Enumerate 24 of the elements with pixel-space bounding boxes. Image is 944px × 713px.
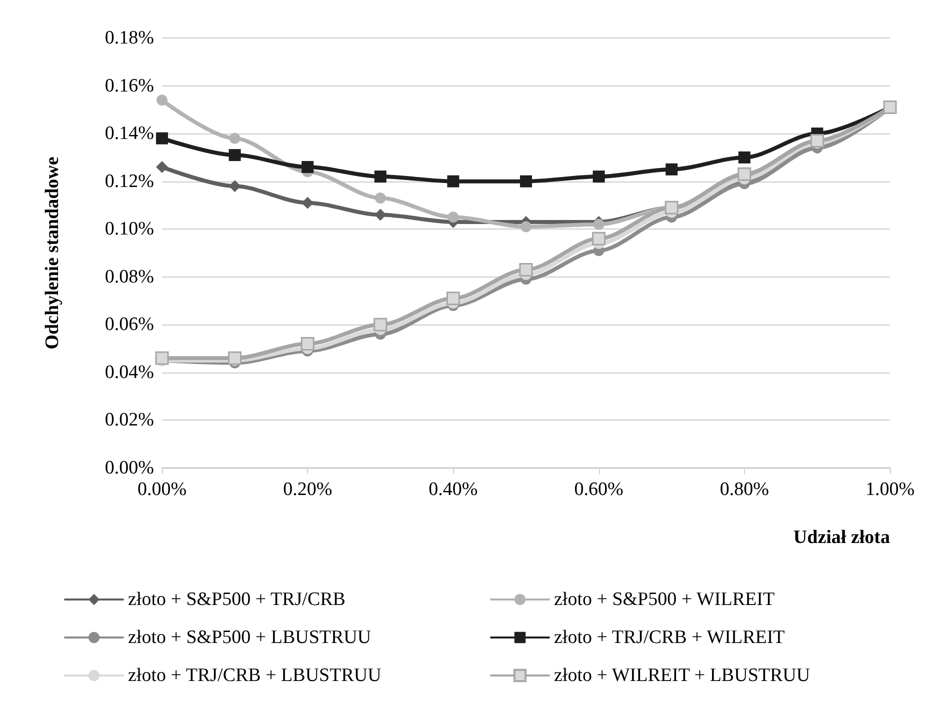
legend-label: złoto + S&P500 + TRJ/CRB xyxy=(128,589,346,610)
legend-label: złoto + TRJ/CRB + LBUSTRUU xyxy=(128,665,382,686)
x-tick-label: 0.40% xyxy=(428,479,478,500)
y-tick-label: 0.00% xyxy=(104,458,154,478)
x-tick-label: 1.00% xyxy=(865,479,915,500)
legend-label: złoto + TRJ/CRB + WILREIT xyxy=(554,627,786,648)
y-tick-label: 0.16% xyxy=(104,75,154,96)
x-axis-title: Udział złota xyxy=(793,527,890,548)
x-tick-label: 0.20% xyxy=(283,479,332,500)
y-tick-label: 0.10% xyxy=(104,218,154,240)
x-tick-label: 0.60% xyxy=(574,479,624,500)
y-tick-label: 0.18% xyxy=(104,28,154,48)
x-tick-label: 0.80% xyxy=(720,479,770,500)
y-tick-label: 0.04% xyxy=(104,362,154,383)
x-tick-label: 0.00% xyxy=(137,479,187,500)
y-tick-label: 0.02% xyxy=(104,410,154,431)
y-tick-label: 0.08% xyxy=(104,266,154,288)
legend-label: złoto + S&P500 + LBUSTRUU xyxy=(128,627,372,648)
y-tick-label: 0.14% xyxy=(104,123,154,144)
y-axis-title: Odchylenie standadowe xyxy=(42,156,63,350)
y-tick-label: 0.12% xyxy=(104,170,154,192)
y-tick-label: 0.06% xyxy=(104,314,154,336)
legend-label: złoto + S&P500 + WILREIT xyxy=(554,589,775,610)
legend-label: złoto + WILREIT + LBUSTRUU xyxy=(554,665,810,686)
